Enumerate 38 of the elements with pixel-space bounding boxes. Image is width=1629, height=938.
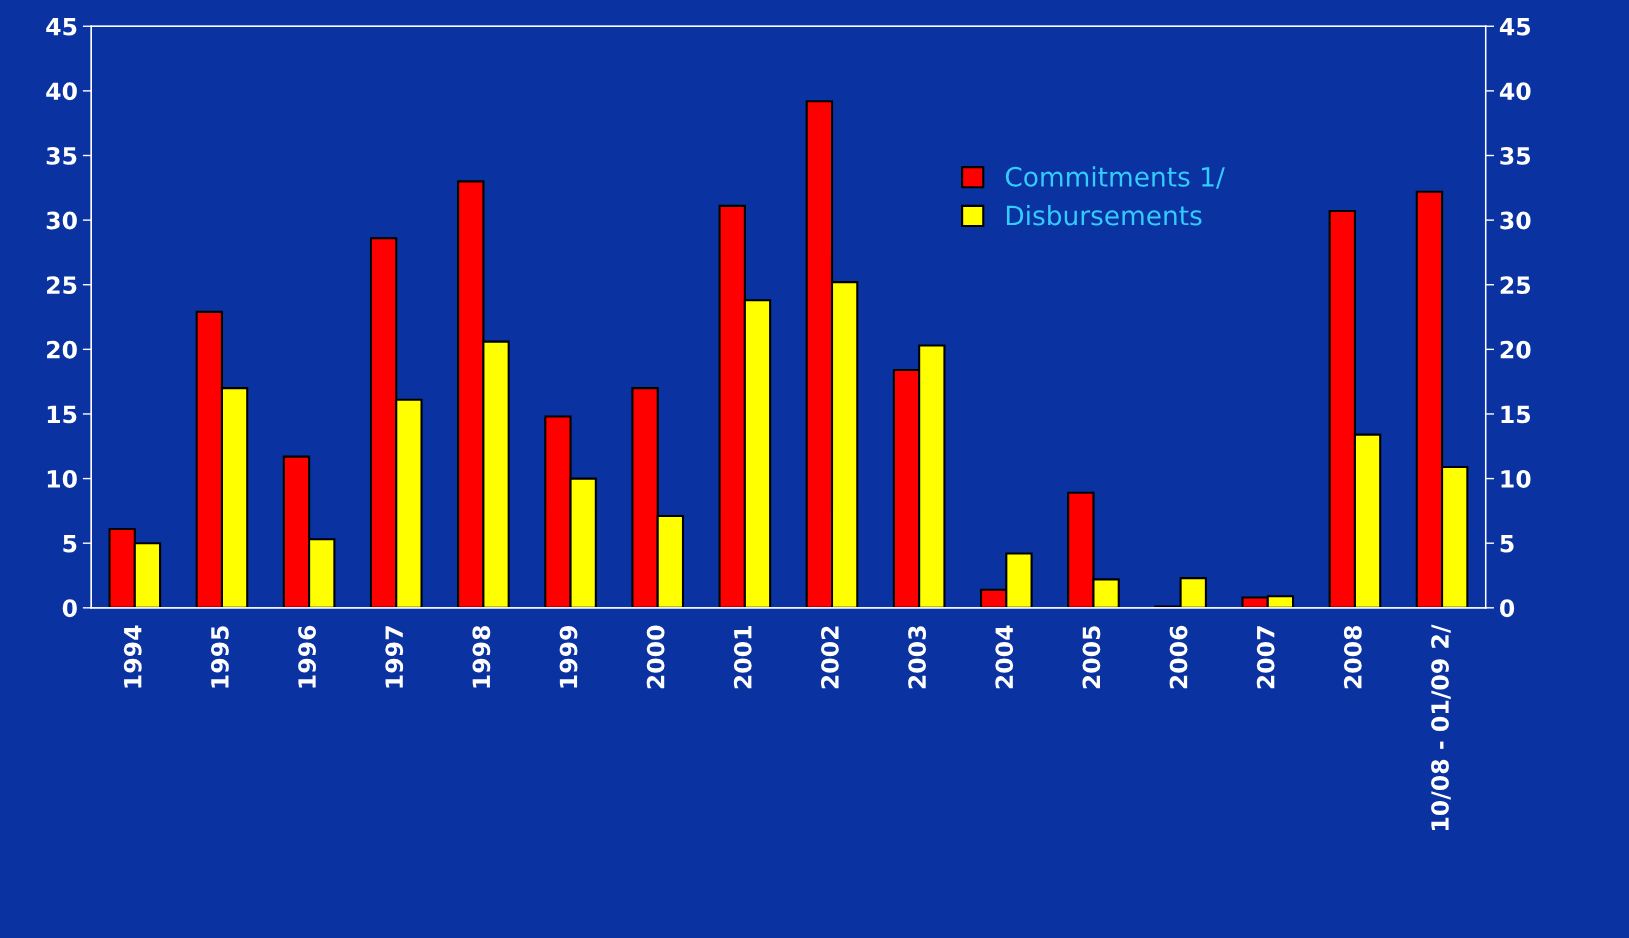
x-tick-label: 2000 (646, 625, 665, 689)
x-tick-label: 1996 (298, 625, 316, 688)
x-tick-label: 2008 (1343, 625, 1362, 689)
x-tick-label: 1995 (210, 626, 229, 688)
y2-tick-label: 40 (1499, 82, 1531, 101)
x-tick-label: 2003 (908, 626, 927, 689)
y-tick-label: 10 (47, 470, 77, 488)
x-tick-label: 2002 (821, 626, 839, 689)
x-tick-label: 2007 (1256, 626, 1275, 689)
y-tick-label: 25 (47, 276, 77, 295)
x-tick-label: 1998 (472, 625, 491, 688)
y2-tick-label: 10 (1501, 470, 1531, 488)
y-tick-label: 40 (46, 82, 77, 101)
y-tick-label: 45 (46, 18, 77, 36)
x-tick-label: 10/08 - 01/09 2/ (1431, 624, 1451, 831)
y2-tick-label: 5 (1500, 534, 1514, 553)
x-tick-label: 2006 (1169, 625, 1188, 689)
x-tick-label: 1994 (123, 625, 142, 688)
y2-tick-label: 0 (1499, 599, 1515, 618)
legend-label: Commitments 1/ (1005, 166, 1225, 189)
x-tick-label: 1999 (559, 626, 578, 688)
y2-tick-label: 30 (1500, 211, 1531, 230)
y2-tick-label: 25 (1500, 276, 1531, 295)
y-tick-label: 35 (46, 146, 77, 165)
y-tick-label: 5 (63, 534, 77, 553)
y-tick-label: 15 (47, 405, 77, 424)
x-tick-label: 1997 (385, 626, 404, 688)
y2-tick-label: 45 (1499, 18, 1531, 36)
y-tick-label: 0 (62, 599, 77, 618)
x-tick-label: 2004 (995, 625, 1014, 689)
y2-tick-label: 20 (1500, 340, 1531, 359)
x-tick-label: 2001 (733, 626, 752, 689)
y-tick-label: 20 (47, 340, 77, 359)
y-tick-label: 30 (46, 211, 77, 230)
x-tick-label: 2005 (1082, 626, 1101, 689)
legend-label: Disbursements (1006, 205, 1202, 226)
y2-tick-label: 15 (1501, 405, 1531, 424)
y2-tick-label: 35 (1500, 146, 1531, 165)
